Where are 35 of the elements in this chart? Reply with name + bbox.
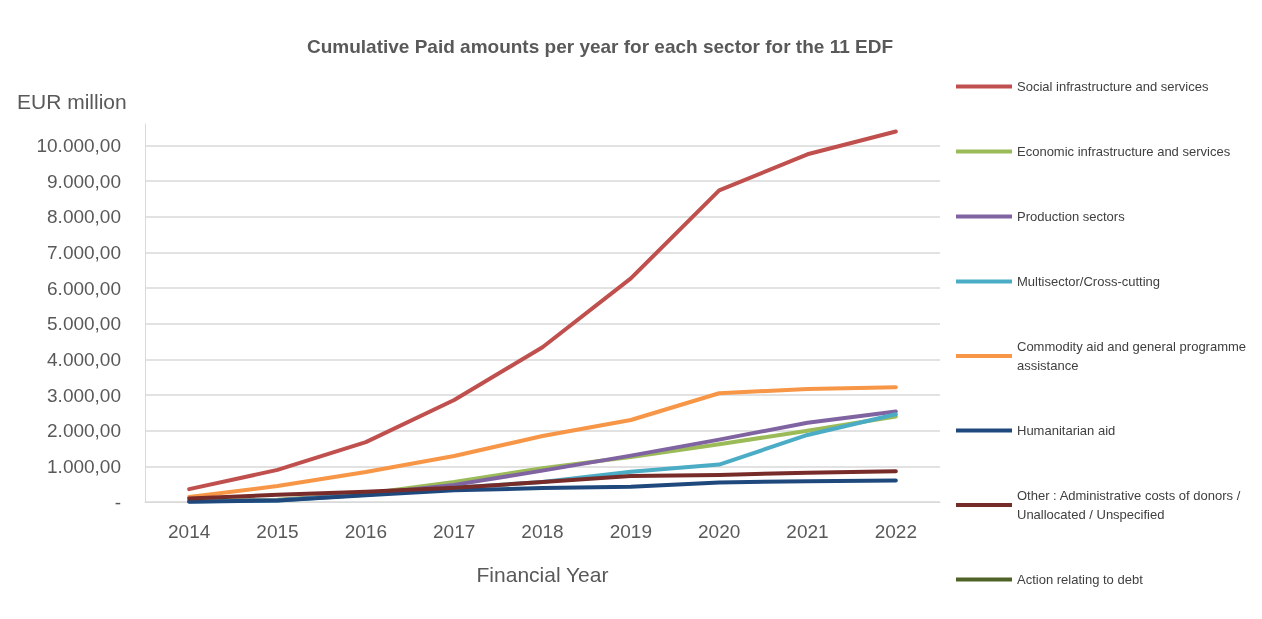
y-tick-label: 4.000,00 bbox=[47, 348, 121, 370]
y-tick-label: 8.000,00 bbox=[47, 206, 121, 228]
x-tick-label: 2015 bbox=[256, 521, 299, 542]
x-axis-title: Financial Year bbox=[476, 563, 609, 586]
legend-label: Other : Administrative costs of donors / Unallocated / Unspecified bbox=[1017, 488, 1244, 522]
line-series bbox=[187, 469, 898, 501]
y-tick-label: 7.000,00 bbox=[47, 241, 121, 263]
x-tick-label: 2020 bbox=[698, 521, 741, 542]
legend-label: Commodity aid and general programme assistance bbox=[1017, 339, 1250, 373]
x-tick-label: 2017 bbox=[433, 521, 476, 542]
legend-label: Social infrastructure and services bbox=[1017, 79, 1209, 94]
x-tick-label: 2019 bbox=[609, 521, 652, 542]
legend-label: Multisector/Cross-cutting bbox=[1017, 274, 1161, 289]
y-tick-label: 9.000,00 bbox=[47, 170, 121, 192]
line-series bbox=[187, 385, 898, 500]
x-tick-label: 2014 bbox=[168, 521, 211, 542]
legend-label: Economic infrastructure and services bbox=[1017, 144, 1231, 159]
x-tick-label: 2021 bbox=[786, 521, 829, 542]
x-tick-label: 2016 bbox=[344, 521, 387, 542]
line-series bbox=[187, 478, 898, 504]
legend-label: Humanitarian aid bbox=[1017, 423, 1116, 438]
chart-title: Cumulative Paid amounts per year for each sector for the 11 EDF bbox=[306, 36, 894, 57]
y-axis-title: EUR million bbox=[17, 90, 127, 113]
y-tick-label: 1.000,00 bbox=[47, 455, 121, 477]
y-tick-label: - bbox=[114, 491, 121, 513]
y-tick-label: 6.000,00 bbox=[47, 277, 121, 299]
y-tick-label: 10.000,00 bbox=[36, 134, 121, 156]
legend-label: Action relating to debt bbox=[1017, 572, 1144, 587]
y-tick-label: 3.000,00 bbox=[47, 384, 121, 406]
x-tick-label: 2022 bbox=[874, 521, 917, 542]
line-series bbox=[187, 129, 898, 492]
x-tick-label: 2018 bbox=[521, 521, 564, 542]
y-tick-label: 5.000,00 bbox=[47, 313, 121, 335]
legend-label: Production sectors bbox=[1017, 209, 1126, 224]
y-tick-label: 2.000,00 bbox=[47, 420, 121, 442]
